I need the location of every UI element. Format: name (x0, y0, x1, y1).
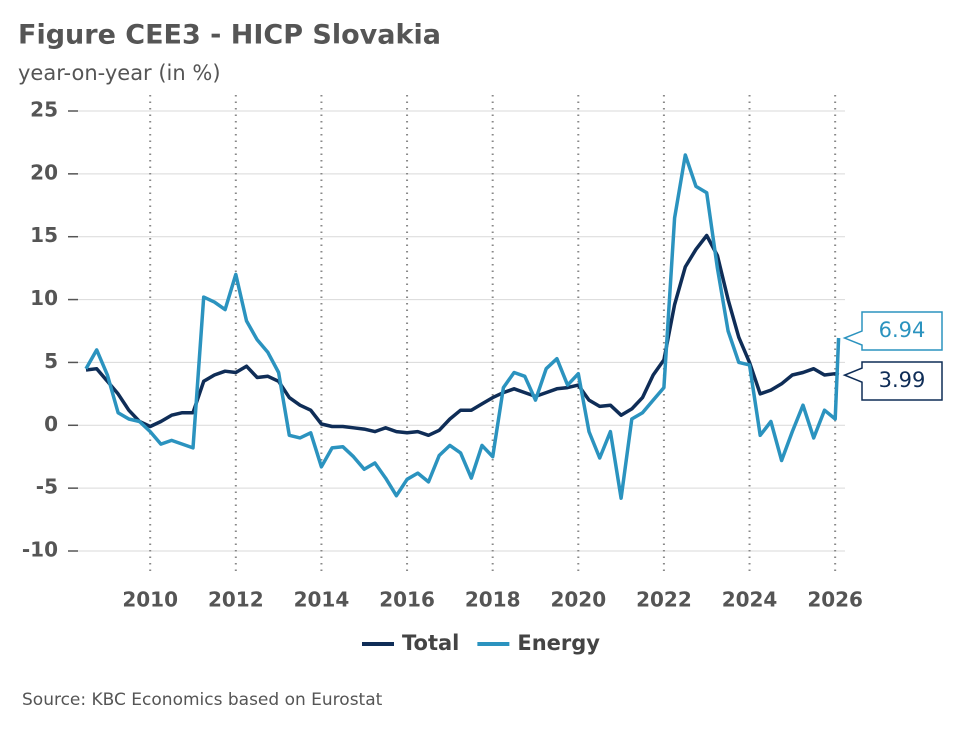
x-tick-label: 2024 (722, 588, 778, 612)
callout-box (842, 311, 943, 351)
chart-title: Figure CEE3 - HICP Slovakia (18, 20, 441, 51)
x-tick-label: 2012 (208, 588, 264, 612)
y-tick-label: 10 (30, 286, 58, 310)
legend-label: Energy (517, 631, 600, 655)
y-tick-label: -10 (22, 538, 58, 562)
y-tick-label: 25 (30, 98, 58, 122)
y-tick-label: 0 (44, 412, 58, 436)
callout-box (842, 361, 943, 401)
x-tick-label: 2010 (122, 588, 178, 612)
chart-subtitle: year-on-year (in %) (18, 61, 221, 85)
legend-label: Total (402, 631, 459, 655)
line-series (85, 233, 840, 438)
y-tick-label: 15 (30, 223, 58, 247)
y-tick-label: 5 (44, 349, 58, 373)
y-tick-label: 20 (30, 160, 58, 184)
callout-label: 6.94 (879, 318, 926, 342)
source-note: Source: KBC Economics based on Eurostat (22, 690, 383, 710)
line-series (84, 153, 841, 500)
x-tick-label: 2020 (550, 588, 606, 612)
callout-label: 3.99 (879, 368, 926, 392)
x-tick-label: 2018 (465, 588, 521, 612)
x-tick-label: 2022 (636, 588, 692, 612)
x-tick-label: 2016 (379, 588, 435, 612)
y-tick-label: -5 (36, 475, 58, 499)
x-tick-label: 2026 (807, 588, 863, 612)
x-tick-label: 2014 (294, 588, 350, 612)
